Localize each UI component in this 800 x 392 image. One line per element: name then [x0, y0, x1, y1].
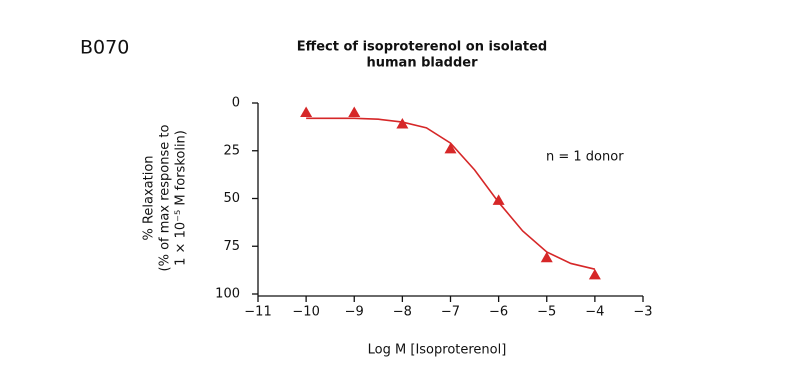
x-tick-label: −11 [244, 305, 271, 320]
chart-title: Effect of isoproterenol on isolated [297, 40, 547, 55]
chart-title: human bladder [367, 56, 479, 71]
annotation: n = 1 donor [546, 150, 624, 165]
y-axis-label-line: (% of max response to [158, 125, 173, 272]
x-axis-label: Log M [Isoproterenol] [368, 343, 507, 358]
y-axis-label-line: 1 × 10⁻⁵ M forskolin) [174, 130, 189, 266]
data-point [540, 251, 553, 263]
x-tick-label: −4 [585, 305, 604, 320]
data-point [492, 194, 505, 205]
figure-label: B070 [80, 37, 129, 59]
x-tick-label: −9 [345, 305, 364, 320]
x-tick-label: −7 [441, 305, 460, 320]
data-point [588, 268, 601, 280]
y-axis-label: % Relaxation (% of max response to 1 × 1… [142, 125, 189, 272]
x-tick-label: −6 [489, 305, 508, 320]
data-point [396, 118, 409, 129]
y-tick-label: 50 [223, 191, 240, 206]
x-tick-label: −3 [633, 305, 652, 320]
y-tick-label: 25 [223, 143, 240, 158]
data-point [300, 106, 313, 118]
x-tick-label: −8 [393, 305, 412, 320]
y-tick-label: 75 [223, 239, 240, 254]
data-point [348, 106, 361, 118]
x-tick-label: −10 [292, 305, 319, 320]
y-tick-label: 0 [232, 96, 240, 111]
y-tick-label: 100 [215, 287, 240, 302]
fit-curve [306, 117, 596, 270]
x-tick-label: −5 [537, 305, 556, 320]
data-point [444, 142, 457, 154]
y-axis-label-line: % Relaxation [142, 155, 157, 240]
